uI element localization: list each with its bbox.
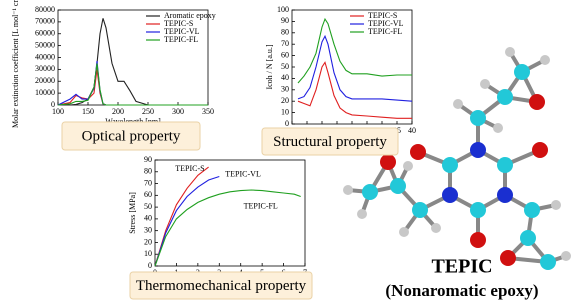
series-label: TEPIC-FL (244, 201, 278, 210)
caption: Thermomechanical property (136, 278, 307, 294)
y-tick-label: 20 (144, 237, 152, 246)
series-line (58, 63, 208, 105)
y-tick-label: 40 (281, 73, 289, 82)
y-tick-label: 50 (144, 202, 152, 211)
y-tick-label: 60 (144, 190, 152, 199)
chart: 012345670102030405060708090Strain [%]Str… (128, 155, 312, 299)
y-tick-label: 0 (148, 261, 152, 270)
series-line (155, 177, 219, 267)
legend-label: TEPIC-FL (164, 35, 198, 44)
series-label: TEPIC-S (175, 164, 204, 173)
y-tick-label: 10 (144, 249, 152, 258)
y-tick-label: 10 (281, 107, 289, 116)
legend-label: TEPIC-FL (368, 27, 402, 36)
y-tick-label: 60000 (35, 29, 55, 38)
x-tick-label: 300 (172, 107, 184, 116)
x-tick-label: 40 (408, 126, 416, 135)
molecule-name: TEPIC (431, 256, 492, 278)
series-line (155, 167, 209, 266)
y-tick-label: 60 (281, 50, 289, 59)
chart: 05101520253035400102030405060708090100q … (262, 5, 416, 155)
y-tick-label: 40 (144, 214, 152, 223)
series-label: TEPIC-VL (225, 169, 261, 178)
y-tick-label: 40000 (35, 52, 55, 61)
y-tick-label: 90 (281, 16, 289, 25)
y-tick-label: 10000 (35, 88, 55, 97)
y-tick-label: 0 (285, 119, 289, 128)
y-tick-label: 30000 (35, 64, 55, 73)
y-tick-label: 20000 (35, 76, 55, 85)
y-tick-label: 80 (281, 28, 289, 37)
y-tick-label: 70 (281, 39, 289, 48)
y-axis-label: Icoh / N [a.u.] (265, 44, 274, 89)
atoms (343, 47, 571, 270)
x-tick-label: 250 (142, 107, 154, 116)
y-tick-label: 100 (277, 5, 289, 14)
series-line (58, 69, 208, 105)
figure: TEPIC (Nonaromatic epoxy) 10015020025030… (0, 0, 571, 302)
y-tick-label: 50 (281, 62, 289, 71)
bonds (348, 52, 566, 262)
y-tick-label: 50000 (35, 40, 55, 49)
x-tick-label: 200 (112, 107, 124, 116)
y-tick-label: 70000 (35, 17, 55, 26)
y-tick-label: 0 (51, 100, 55, 109)
caption: Structural property (273, 134, 387, 150)
x-tick-label: 150 (82, 107, 94, 116)
series-line (58, 61, 208, 105)
y-axis-label: Stress [MPa] (128, 192, 137, 234)
y-axis-label: Molar extinction coefficient [L mol⁻¹ cm… (11, 0, 20, 128)
caption: Optical property (82, 128, 181, 144)
y-tick-label: 90 (144, 155, 152, 164)
series-line (155, 190, 301, 266)
y-tick-label: 30 (144, 225, 152, 234)
y-tick-label: 30 (281, 85, 289, 94)
y-tick-label: 80000 (35, 5, 55, 14)
y-tick-label: 80 (144, 167, 152, 176)
y-tick-label: 70 (144, 178, 152, 187)
molecule: TEPIC (Nonaromatic epoxy) (343, 47, 571, 300)
x-tick-label: 350 (202, 107, 214, 116)
y-tick-label: 20 (281, 96, 289, 105)
molecule-description: (Nonaromatic epoxy) (385, 281, 538, 300)
